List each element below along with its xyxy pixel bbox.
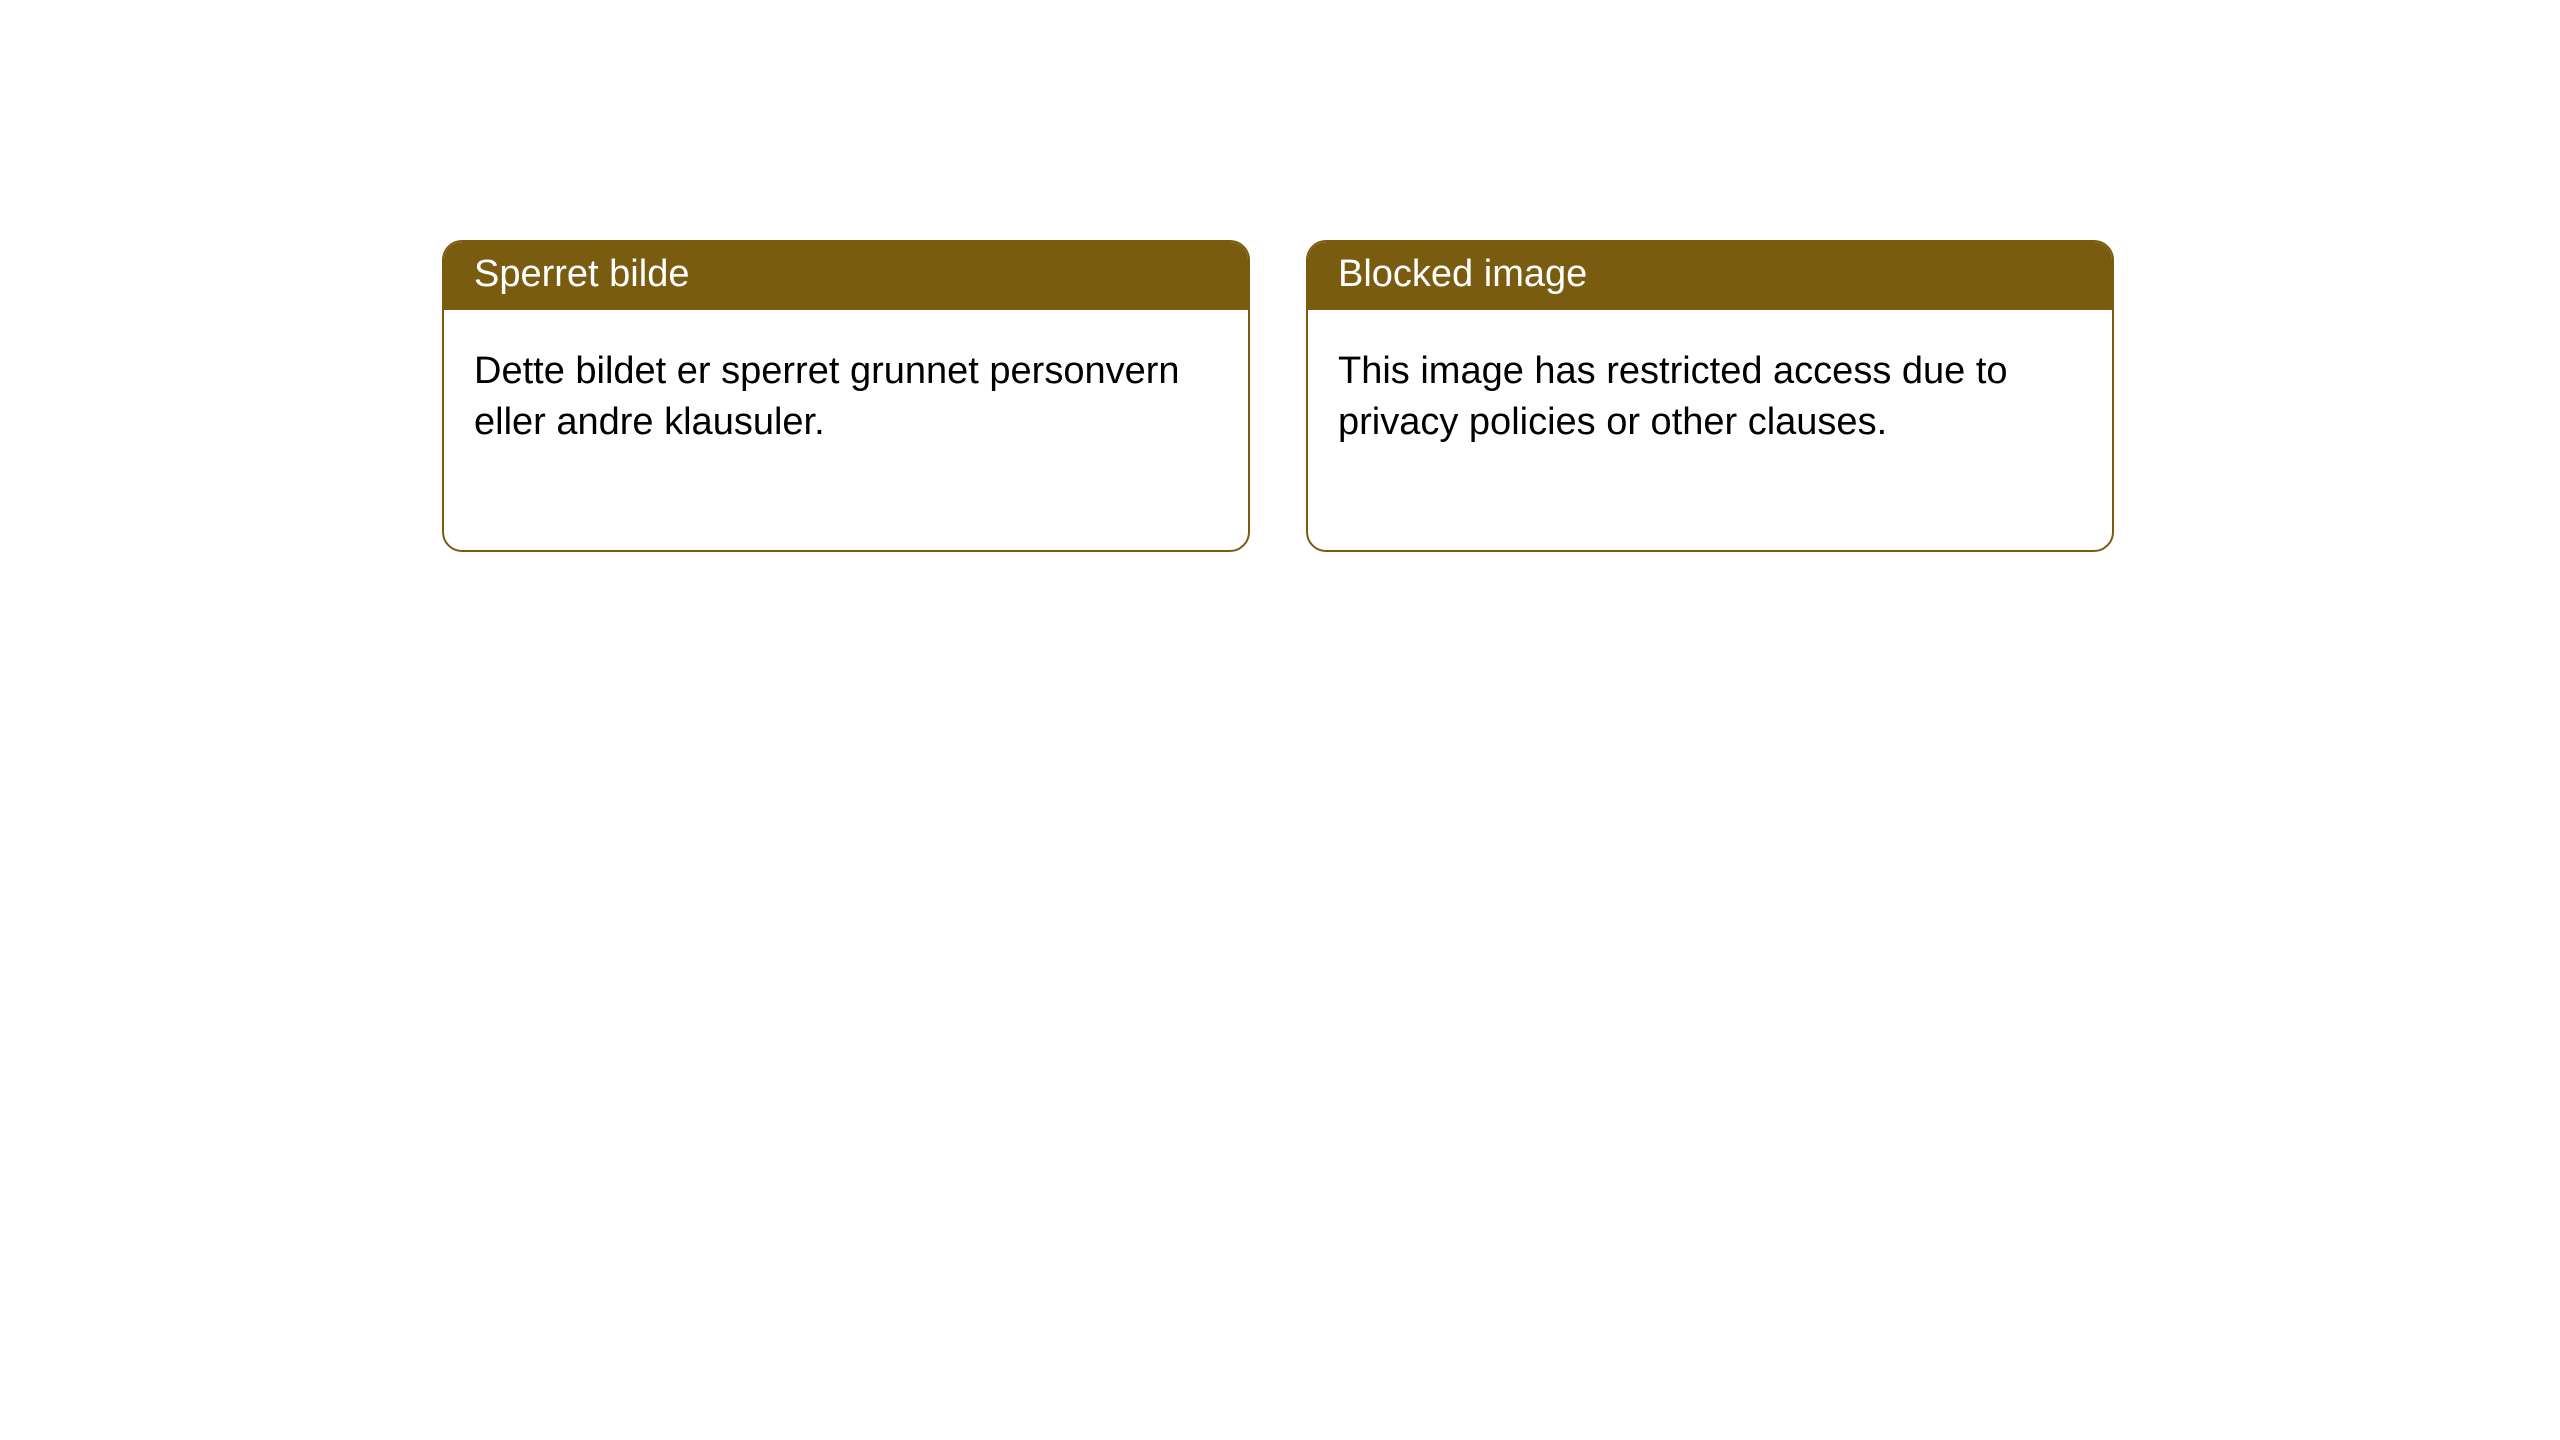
notice-card-title: Sperret bilde	[444, 242, 1248, 310]
notice-card-body: Dette bildet er sperret grunnet personve…	[444, 310, 1248, 550]
notice-card-no: Sperret bilde Dette bildet er sperret gr…	[442, 240, 1250, 552]
notice-card-body: This image has restricted access due to …	[1308, 310, 2112, 550]
notice-card-title: Blocked image	[1308, 242, 2112, 310]
notice-card-en: Blocked image This image has restricted …	[1306, 240, 2114, 552]
notice-container: Sperret bilde Dette bildet er sperret gr…	[442, 240, 2114, 552]
